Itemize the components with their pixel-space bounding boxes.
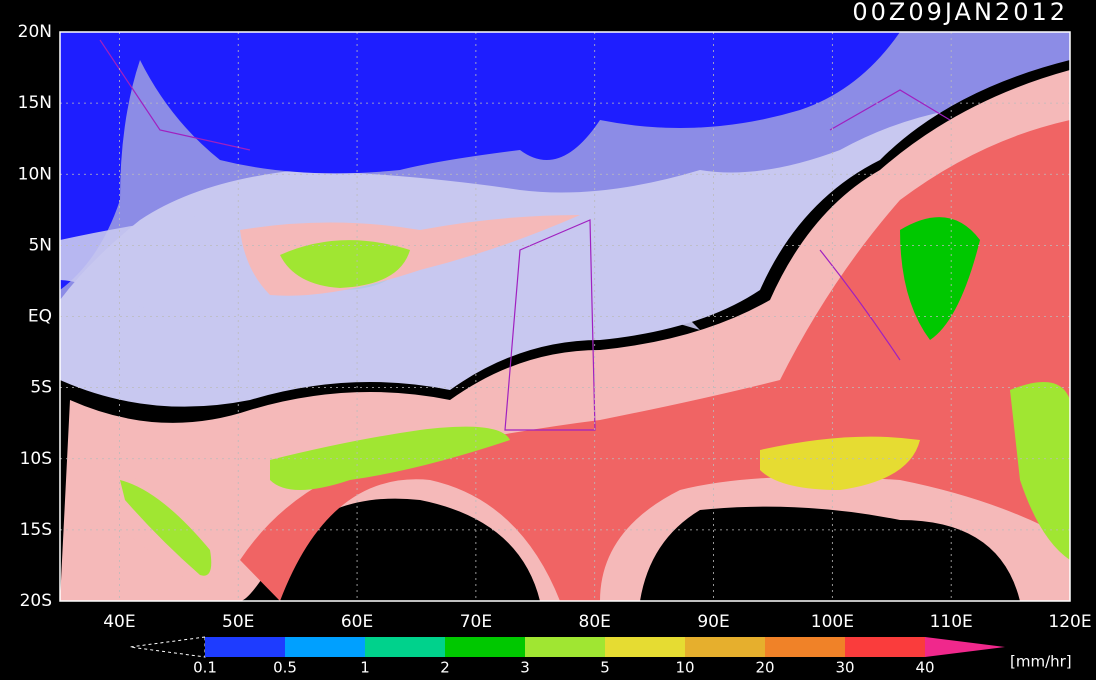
timestamp: 00Z09JAN2012	[852, 0, 1068, 26]
colorbar-segment	[205, 637, 285, 657]
colorbar-unit: [mm/hr]	[1010, 653, 1072, 671]
colorbar-segment	[285, 637, 365, 657]
field-heavy	[240, 120, 1070, 601]
rain-band-3	[900, 217, 980, 340]
colorbar-over	[925, 637, 1005, 657]
lon-label: 70E	[460, 612, 492, 632]
colorbar-label: 0.5	[273, 659, 297, 677]
lon-label: 60E	[341, 612, 373, 632]
colorbar-segment	[845, 637, 925, 657]
rain-band-4	[1010, 382, 1070, 560]
colorbar-label: 1	[360, 659, 370, 677]
rain-band-5	[120, 480, 212, 576]
rain-band-2	[760, 436, 920, 490]
lon-label: 80E	[579, 612, 611, 632]
colorbar-label: 30	[835, 659, 854, 677]
colorbar-label: 3	[520, 659, 530, 677]
lat-label: 5N	[28, 235, 52, 255]
lon-label: 100E	[811, 612, 854, 632]
lon-label: 120E	[1048, 612, 1091, 632]
lat-label: 15S	[20, 520, 52, 540]
rain-band-1	[270, 426, 510, 490]
lat-label: 5S	[30, 378, 52, 398]
colorbar-segment	[605, 637, 685, 657]
lat-label: 10S	[20, 449, 52, 469]
lat-label: 20S	[20, 591, 52, 611]
rain-north	[280, 240, 410, 288]
colorbar-segment	[365, 637, 445, 657]
colorbar-segment	[525, 637, 605, 657]
lat-label: 15N	[18, 93, 52, 113]
colorbar-segment	[765, 637, 845, 657]
lon-label: 50E	[222, 612, 254, 632]
colorbar-label: 5	[600, 659, 610, 677]
colorbar-label: 10	[675, 659, 694, 677]
lon-label: 90E	[697, 612, 729, 632]
lat-label: EQ	[28, 307, 52, 327]
map-frame	[59, 31, 1071, 602]
lat-label: 20N	[18, 22, 52, 42]
graticule	[60, 32, 1070, 601]
colorbar: 0.1 0.5 1 2 3 5 10 20 30 40 [mm/hr]	[129, 636, 1072, 677]
lon-label: 110E	[930, 612, 973, 632]
field-dry	[60, 32, 900, 290]
colorbar-segment	[445, 637, 525, 657]
lat-label: 10N	[18, 164, 52, 184]
colorbar-label: 2	[440, 659, 450, 677]
lon-label: 40E	[103, 612, 135, 632]
colorbar-label: 40	[915, 659, 934, 677]
colorbar-under	[129, 636, 206, 658]
colorbar-label: 20	[755, 659, 774, 677]
colorbar-segment	[685, 637, 765, 657]
colorbar-label: 0.1	[193, 659, 217, 677]
